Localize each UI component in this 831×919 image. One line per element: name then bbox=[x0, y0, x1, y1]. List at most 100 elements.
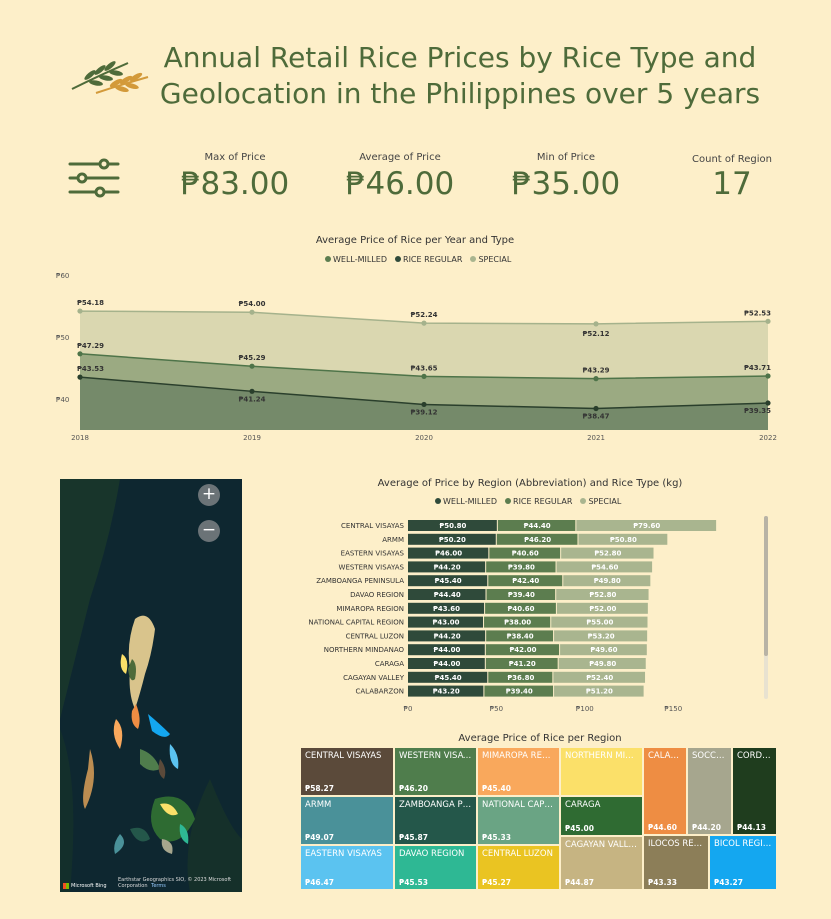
treemap-cell[interactable]: MIMAROPA REGI... ₱45.40 bbox=[477, 747, 560, 796]
treemap-cell-label: SOCCSK... bbox=[692, 751, 727, 761]
bar-well-milled bbox=[408, 602, 485, 614]
bar-well-milled bbox=[408, 630, 486, 642]
x-tick-label: ₱0 bbox=[404, 705, 413, 713]
kpi-value-average: ₱46.00 bbox=[345, 166, 455, 202]
treemap-cell-value: ₱49.07 bbox=[305, 833, 334, 842]
category-label: ARMM bbox=[382, 536, 404, 544]
bar-rice-regular bbox=[484, 685, 554, 697]
treemap-cell[interactable]: DAVAO REGION ₱45.53 bbox=[394, 845, 477, 890]
category-label: MIMAROPA REGION bbox=[336, 605, 404, 613]
treemap-cell[interactable]: ARMM ₱49.07 bbox=[300, 796, 394, 845]
treemap-cell[interactable]: CORDIL... ₱44.13 bbox=[732, 747, 777, 835]
bar-value-label: ₱50.20 bbox=[439, 536, 466, 544]
y-tick-label: ₱50 bbox=[56, 334, 69, 342]
bar-value-label: ₱50.80 bbox=[610, 536, 637, 544]
bar-value-label: ₱40.60 bbox=[512, 550, 539, 558]
data-point bbox=[77, 374, 83, 380]
legend-item-special[interactable]: SPECIAL bbox=[580, 497, 621, 506]
zoom-in-button[interactable]: + bbox=[198, 484, 220, 506]
treemap-cell-label: CENTRAL VISAYAS bbox=[305, 751, 382, 761]
bar-special bbox=[554, 630, 648, 642]
treemap-cell[interactable]: CENTRAL LUZON ₱45.27 bbox=[477, 845, 560, 890]
treemap-cell[interactable]: CENTRAL VISAYAS ₱58.27 bbox=[300, 747, 394, 796]
treemap-cell-value: ₱46.47 bbox=[305, 878, 334, 887]
bar-special bbox=[563, 575, 651, 587]
legend-item-special[interactable]: SPECIAL bbox=[470, 255, 511, 264]
bar-rice-regular bbox=[486, 630, 554, 642]
treemap-cell[interactable]: ZAMBOANGA PE... ₱45.87 bbox=[394, 796, 477, 845]
category-label: EASTERN VISAYAS bbox=[341, 550, 405, 558]
bar-value-label: ₱36.80 bbox=[507, 674, 534, 682]
legend-item-rice-regular[interactable]: RICE REGULAR bbox=[505, 497, 572, 506]
legend-item-well-milled[interactable]: WELL-MILLED bbox=[435, 497, 497, 506]
bar-value-label: ₱49.80 bbox=[594, 577, 621, 585]
bar-value-label: ₱38.00 bbox=[504, 619, 531, 627]
treemap-cell-value: ₱45.27 bbox=[482, 878, 511, 887]
treemap-cell-label: DAVAO REGION bbox=[399, 849, 465, 859]
treemap-cell[interactable]: NORTHERN MIN... bbox=[560, 747, 643, 796]
bar-value-label: ₱38.40 bbox=[507, 632, 534, 640]
bar-value-label: ₱55.00 bbox=[586, 619, 613, 627]
legend-item-rice-regular[interactable]: RICE REGULAR bbox=[395, 255, 462, 264]
treemap-cell[interactable]: CAGAYAN VALLEY ₱44.87 bbox=[560, 836, 643, 890]
bar-special bbox=[553, 671, 646, 683]
kpi-label-average: Average of Price bbox=[359, 152, 441, 163]
bar-chart-scrollbar-thumb[interactable] bbox=[764, 516, 768, 656]
legend-item-well-milled[interactable]: WELL-MILLED bbox=[325, 255, 387, 264]
kpi-label-count: Count of Region bbox=[692, 154, 772, 165]
data-point bbox=[421, 320, 427, 326]
bar-special bbox=[576, 520, 717, 531]
treemap-cell[interactable]: ILOCOS REGI... ₱43.33 bbox=[643, 835, 709, 890]
treemap-cell[interactable]: CARAGA ₱45.00 bbox=[560, 796, 643, 836]
bar-value-label: ₱44.20 bbox=[434, 563, 461, 571]
bar-value-label: ₱50.80 bbox=[439, 522, 466, 530]
bar-chart-scrollbar-track[interactable] bbox=[764, 516, 768, 699]
treemap-cell[interactable]: CALABA... ₱44.60 bbox=[643, 747, 687, 835]
data-label: ₱52.12 bbox=[582, 330, 609, 338]
treemap-cell-value: ₱43.27 bbox=[714, 878, 743, 887]
treemap-cell[interactable]: WESTERN VISAYAS ₱46.20 bbox=[394, 747, 477, 796]
data-point bbox=[765, 373, 771, 379]
map-attribution: Earthstar Geographics SIO, © 2023 Micros… bbox=[118, 877, 232, 889]
area-chart-title: Average Price of Rice per Year and Type bbox=[315, 235, 515, 246]
treemap-cell-label: CALABA... bbox=[648, 751, 682, 761]
bar-rice-regular bbox=[485, 644, 560, 656]
slider-filter-icon[interactable] bbox=[68, 158, 120, 198]
data-point bbox=[593, 321, 599, 327]
data-point bbox=[77, 308, 83, 314]
data-point bbox=[249, 388, 255, 394]
treemap-cell-value: ₱44.60 bbox=[648, 823, 677, 832]
kpi-value-min: ₱35.00 bbox=[511, 166, 621, 202]
x-tick-label: ₱50 bbox=[490, 705, 503, 713]
treemap-cell-value: ₱45.33 bbox=[482, 833, 511, 842]
data-point bbox=[249, 363, 255, 369]
data-label: ₱43.29 bbox=[582, 367, 609, 375]
x-tick-label: ₱100 bbox=[576, 705, 594, 713]
data-label: ₱39.12 bbox=[410, 408, 437, 416]
data-label: ₱41.24 bbox=[238, 395, 265, 403]
bar-value-label: ₱44.00 bbox=[433, 660, 460, 668]
treemap-cell[interactable]: EASTERN VISAYAS ₱46.47 bbox=[300, 845, 394, 890]
treemap-cell[interactable]: BICOL REGION ₱43.27 bbox=[709, 835, 777, 890]
data-point bbox=[593, 376, 599, 382]
kpi-value-count: 17 bbox=[712, 166, 752, 202]
microsoft-logo-icon bbox=[63, 883, 69, 889]
bar-well-milled bbox=[408, 658, 485, 669]
treemap-cell[interactable]: NATIONAL CAPIT... ₱45.33 bbox=[477, 796, 560, 845]
map[interactable]: + − Microsoft Bing Earthstar Geographics… bbox=[60, 479, 242, 892]
map-terms-link[interactable]: Terms bbox=[151, 883, 166, 889]
bar-value-label: ₱45.40 bbox=[435, 674, 462, 682]
bar-rice-regular bbox=[496, 533, 578, 545]
treemap-cell-label: BICOL REGION bbox=[714, 839, 772, 849]
zoom-out-button[interactable]: − bbox=[198, 520, 220, 542]
bar-value-label: ₱41.20 bbox=[509, 660, 536, 668]
treemap-cell[interactable]: SOCCSK... ₱44.20 bbox=[687, 747, 732, 835]
data-label: ₱43.53 bbox=[77, 365, 104, 373]
bar-value-label: ₱46.20 bbox=[524, 536, 551, 544]
bar-value-label: ₱54.60 bbox=[591, 563, 618, 571]
treemap-cell-label: ARMM bbox=[305, 800, 332, 810]
data-label: ₱45.29 bbox=[238, 354, 265, 362]
data-label: ₱54.18 bbox=[77, 299, 104, 307]
x-tick-label: 2018 bbox=[71, 434, 89, 442]
map-provider-logo: Microsoft Bing bbox=[63, 883, 107, 889]
